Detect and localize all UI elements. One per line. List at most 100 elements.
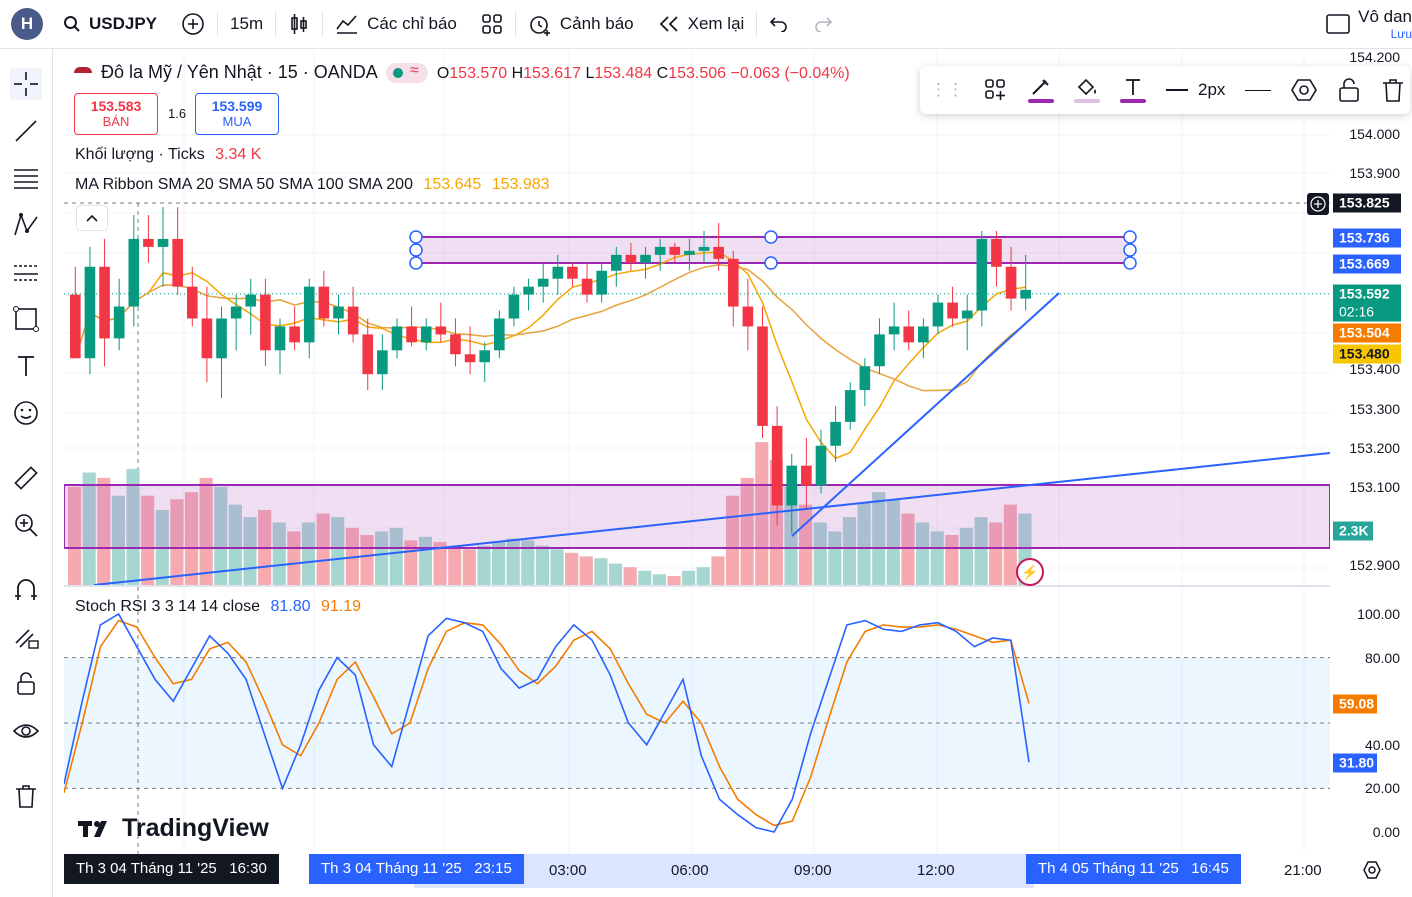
tradingview-logo: TradingView — [78, 814, 269, 843]
prediction-tool[interactable] — [10, 256, 42, 288]
unlock-icon — [1339, 78, 1360, 102]
user-avatar[interactable]: H — [11, 8, 43, 40]
templates-button[interactable] — [469, 0, 515, 48]
stoch-label: 20.00 — [1364, 780, 1400, 796]
volume-bar — [126, 468, 140, 585]
layout-button[interactable] — [1314, 0, 1350, 48]
replay-button[interactable]: Xem lại — [646, 0, 757, 48]
volume-bar — [901, 513, 915, 585]
save-layout[interactable]: Vô dan Lưu — [1350, 7, 1412, 41]
ma-ribbon-legend[interactable]: MA Ribbon SMA 20 SMA 50 SMA 100 SMA 200 … — [75, 176, 550, 194]
price-label: 154.000 — [1349, 126, 1400, 142]
plus-circle-icon — [182, 13, 204, 35]
line-color-button[interactable] — [1018, 66, 1064, 114]
save-label: Lưu — [1390, 27, 1412, 41]
keep-drawing-tool[interactable] — [10, 621, 42, 653]
drawing-handle — [764, 230, 778, 244]
chart-settings-button[interactable] — [1362, 860, 1382, 880]
fib-tool[interactable] — [10, 162, 42, 194]
volume-bar — [652, 574, 666, 585]
price-axis[interactable]: 154.200 154.000 153.900 153.400 153.300 … — [1307, 48, 1412, 854]
measure-tool[interactable] — [10, 462, 42, 494]
time-tick: 09:00 — [794, 862, 832, 879]
ma-value-2: 153.983 — [491, 176, 550, 193]
line-width-button[interactable]: 2px — [1156, 66, 1235, 114]
settings-button[interactable] — [1281, 66, 1327, 114]
pattern-tool[interactable] — [10, 209, 42, 241]
lock-button[interactable] — [1327, 66, 1371, 114]
candle-body — [859, 366, 871, 391]
drawing-properties-toolbar: ⋮⋮ 2px — [920, 66, 1410, 114]
candle-body — [903, 326, 915, 343]
volume-bar — [916, 522, 930, 585]
indicators-button[interactable]: Các chỉ báo — [323, 0, 469, 48]
interval-button[interactable]: 15m — [218, 0, 275, 48]
volume-bar — [740, 477, 754, 585]
drag-handle[interactable]: ⋮⋮ — [930, 80, 964, 99]
undo-button[interactable] — [757, 0, 801, 48]
buy-button[interactable]: 153.599 MUA — [195, 93, 279, 135]
volume-bar — [579, 556, 593, 585]
candle-body — [70, 294, 81, 359]
add-symbol-button[interactable] — [169, 0, 217, 48]
redo-button[interactable] — [801, 0, 845, 48]
line-style-button[interactable] — [1235, 66, 1281, 114]
candle-body — [888, 326, 900, 335]
volume-bar — [97, 477, 111, 585]
trend-line-icon — [15, 120, 37, 142]
volume-bar — [930, 531, 944, 585]
add-price-button[interactable] — [1307, 193, 1329, 215]
drawing-handle — [409, 230, 423, 244]
volume-bar — [550, 549, 564, 585]
plus-circle-icon — [1310, 196, 1326, 212]
lock-icon — [17, 672, 35, 695]
stoch-rsi-legend[interactable]: Stoch RSI 3 3 14 14 close 81.80 91.19 — [75, 598, 361, 616]
volume-legend[interactable]: Khối lượng · Ticks 3.34 K — [75, 146, 261, 164]
hide-drawings-tool[interactable] — [10, 715, 42, 747]
shape-tool[interactable] — [10, 303, 42, 335]
chart-pane[interactable]: Đô la Mỹ / Yên Nhật · 15 · OANDA ≈ O153.… — [64, 48, 1330, 854]
volume-tag: 2.3K — [1333, 521, 1373, 541]
fill-color-swatch — [1074, 99, 1100, 103]
o-label: O — [436, 65, 450, 82]
time-tick: 06:00 — [671, 862, 709, 879]
chart-type-button[interactable] — [276, 0, 322, 48]
templates-button[interactable] — [974, 66, 1018, 114]
icon-tool[interactable] — [10, 397, 42, 429]
text-color-button[interactable] — [1110, 66, 1156, 114]
zoom-tool[interactable] — [10, 509, 42, 541]
support-zone-rect — [64, 484, 1330, 549]
line-color-swatch — [1028, 99, 1054, 103]
price-chart[interactable] — [64, 48, 1330, 854]
close-value: 153.506 — [668, 65, 727, 82]
time-axis[interactable]: Th 3 04 Tháng 11 '25 16:30 Th 3 04 Tháng… — [64, 854, 1381, 888]
alarm-clock-icon — [530, 16, 550, 36]
range-start-tag: Th 3 04 Tháng 11 '25 23:15 — [309, 854, 524, 884]
stoch-label: 40.00 — [1364, 737, 1400, 753]
remove-drawings-tool[interactable] — [10, 780, 42, 812]
alert-button[interactable]: Cảnh báo — [516, 0, 646, 48]
change-value: −0.063 (−0.04%) — [730, 65, 850, 82]
pattern-icon — [14, 212, 38, 236]
trend-line-tool[interactable] — [10, 115, 42, 147]
magnet-tool[interactable] — [10, 574, 42, 606]
delete-drawing-button[interactable] — [1371, 66, 1412, 114]
candle-body — [245, 294, 257, 307]
lock-drawings-tool[interactable] — [10, 668, 42, 700]
volume-bar — [272, 522, 286, 585]
fill-color-button[interactable] — [1064, 66, 1110, 114]
crosshair-tool[interactable] — [10, 68, 42, 100]
ruler-icon — [14, 466, 38, 490]
lines-icon — [14, 169, 38, 189]
candle-body — [186, 286, 198, 319]
text-tool[interactable] — [10, 350, 42, 382]
crosshair-time-tag: Th 3 04 Tháng 11 '25 16:30 — [64, 854, 279, 884]
alert-label: Cảnh báo — [559, 14, 634, 33]
trend-line — [791, 292, 1060, 537]
top-toolbar: H USDJPY 15m Các chỉ báo Cảnh báo Xem lạ… — [0, 0, 1412, 49]
sell-button[interactable]: 153.583 BÁN — [74, 93, 158, 135]
drawing-handle — [1123, 243, 1137, 257]
symbol-search[interactable]: USDJPY — [51, 0, 169, 48]
lightning-icon[interactable]: ⚡ — [1016, 558, 1044, 586]
collapse-legend-button[interactable] — [76, 205, 108, 231]
